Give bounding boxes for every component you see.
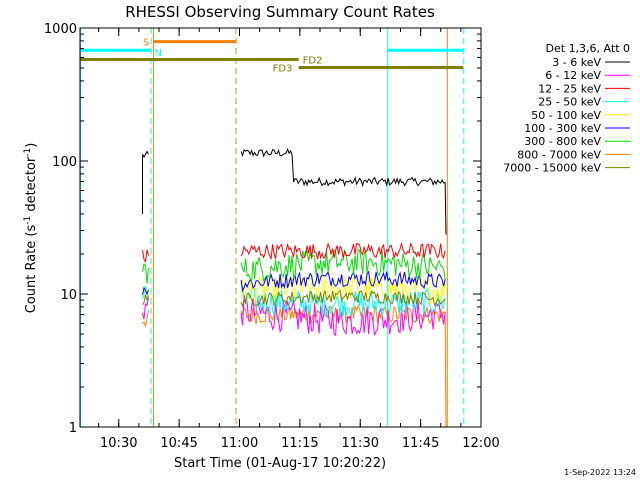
legend-label: 12 - 25 keV xyxy=(538,82,601,95)
x-tick-label: 11:00 xyxy=(221,436,258,451)
y-tick-label: 1000 xyxy=(44,22,77,37)
y-label-part-1: Count Rate (s xyxy=(24,225,39,314)
x-tick-label: 12:00 xyxy=(462,436,499,451)
legend-label: 50 - 100 keV xyxy=(531,109,601,122)
x-axis-label: Start Time (01-Aug-17 10:20:22) xyxy=(174,456,386,471)
flag-label: FD2 xyxy=(303,55,323,66)
series-path xyxy=(142,262,149,284)
legend-label: 100 - 300 keV xyxy=(524,122,601,135)
series-path xyxy=(240,147,447,235)
series-path xyxy=(240,249,446,284)
legend-label: 6 - 12 keV xyxy=(545,69,601,82)
plot-frame xyxy=(79,27,482,428)
series-path xyxy=(142,150,149,214)
series-path xyxy=(240,285,446,319)
series-path xyxy=(240,270,446,293)
series-line xyxy=(142,295,446,337)
series-path xyxy=(142,286,149,296)
legend-label: 800 - 7000 keV xyxy=(517,148,601,161)
y-tick-label: 1 xyxy=(69,421,77,436)
y-label-part-2: detector xyxy=(24,156,39,216)
legend-label: 25 - 50 keV xyxy=(538,96,601,109)
x-tick-label: 10:45 xyxy=(160,436,197,451)
y-axis-label: Count Rate (s-1 detector-1) xyxy=(23,143,39,314)
y-tick-label: 10 xyxy=(60,288,77,303)
series-path xyxy=(142,294,149,306)
series-path xyxy=(142,285,149,300)
series-line xyxy=(142,241,446,264)
legend-header: Det 1,3,6, Att 0 xyxy=(546,42,630,55)
series-path xyxy=(142,297,149,320)
series-line xyxy=(142,289,446,309)
footer-timestamp: 1-Sep-2022 13:24 xyxy=(564,468,636,477)
x-tick-label: 11:15 xyxy=(281,436,318,451)
y-label-part-3: ) xyxy=(24,143,39,148)
x-tick-label: 11:30 xyxy=(342,436,379,451)
legend-label: 3 - 6 keV xyxy=(552,56,601,69)
series-path xyxy=(142,310,149,328)
flag-label: FD3 xyxy=(273,63,293,74)
x-tick-label: 11:45 xyxy=(402,436,439,451)
series-path xyxy=(240,241,446,260)
series-path xyxy=(240,295,446,337)
x-axis: 10:30 10:45 11:00 11:15 11:30 11:45 12:00 xyxy=(98,28,500,451)
plot-content: SN FD2 FD3 xyxy=(80,28,465,428)
series-line xyxy=(142,147,447,235)
y-axis: 1 10 100 1000 xyxy=(44,22,481,436)
series-line xyxy=(142,249,446,284)
flag-label: S xyxy=(143,38,149,49)
legend-label: 7000 - 15000 keV xyxy=(503,162,601,175)
flag-label: N xyxy=(155,48,162,59)
legend-label: 300 - 800 keV xyxy=(524,135,601,148)
y-tick-label: 100 xyxy=(52,155,77,170)
series-path xyxy=(240,289,446,309)
chart-title: RHESSI Observing Summary Count Rates xyxy=(125,3,435,21)
series-path xyxy=(142,249,149,264)
series-line xyxy=(142,270,446,296)
x-tick-label: 10:30 xyxy=(100,436,137,451)
y-label-sup-1: -1 xyxy=(23,216,33,225)
y-label-sup-2: -1 xyxy=(23,148,33,157)
